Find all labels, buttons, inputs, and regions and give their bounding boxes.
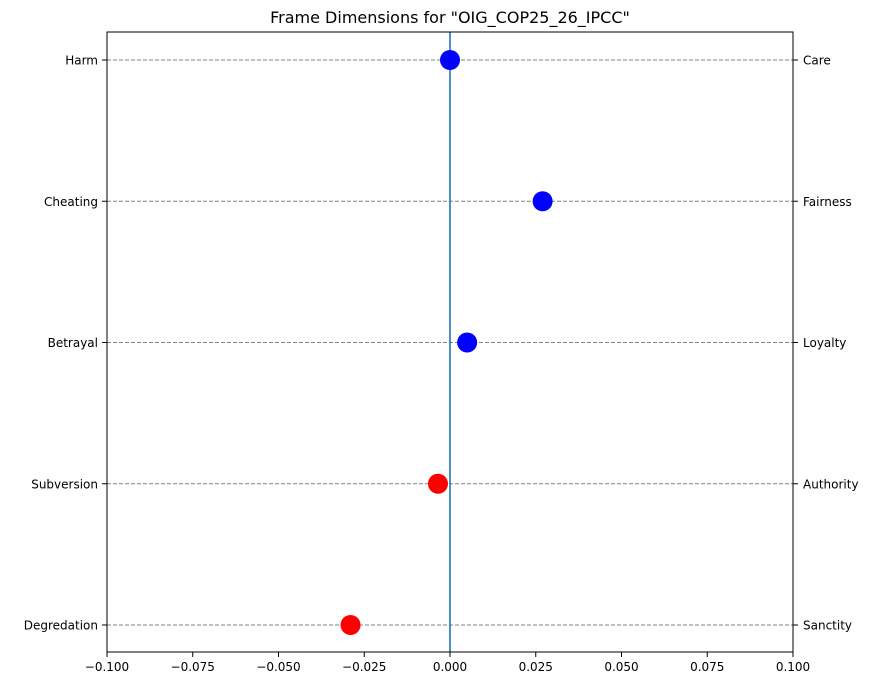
x-tick-label: 0.025 (519, 660, 553, 674)
x-tick-label: −0.100 (85, 660, 129, 674)
y-axis-left: Harm Cheating Betrayal Subversion Degredatio… (24, 54, 107, 633)
y-right-label: Care (803, 54, 831, 68)
x-tick-label: −0.025 (342, 660, 386, 674)
x-axis: −0.100 −0.075 −0.050 −0.025 0.000 0.025 0.050 0… (85, 652, 810, 674)
chart-title: Frame Dimensions for "OIG_COP25_26_IPCC" (270, 8, 630, 27)
y-left-label: Harm (65, 54, 98, 68)
data-point-loyalty (457, 332, 478, 353)
x-tick-label: 0.075 (690, 660, 724, 674)
data-point-sanctity (340, 615, 361, 635)
x-tick-label: −0.050 (256, 660, 300, 674)
y-left-label: Subversion (31, 477, 98, 491)
y-right-label: Loyalty (803, 336, 846, 350)
y-right-label: Authority (803, 477, 859, 491)
data-point-authority (427, 473, 448, 494)
data-points (340, 50, 553, 635)
x-tick-label: 0.100 (776, 660, 810, 674)
y-right-label: Fairness (803, 195, 852, 209)
data-point-fairness (532, 191, 553, 212)
x-tick-label: −0.075 (171, 660, 215, 674)
y-right-label: Sanctity (803, 619, 852, 633)
x-tick-label: 0.000 (433, 660, 467, 674)
y-axis-right: Care Fairness Loyalty Authority Sanctity (793, 54, 859, 633)
data-point-care (440, 50, 460, 70)
x-tick-label: 0.050 (604, 660, 638, 674)
y-left-label: Betrayal (48, 336, 98, 350)
y-left-label: Degredation (24, 619, 98, 633)
y-left-label: Cheating (44, 195, 98, 209)
